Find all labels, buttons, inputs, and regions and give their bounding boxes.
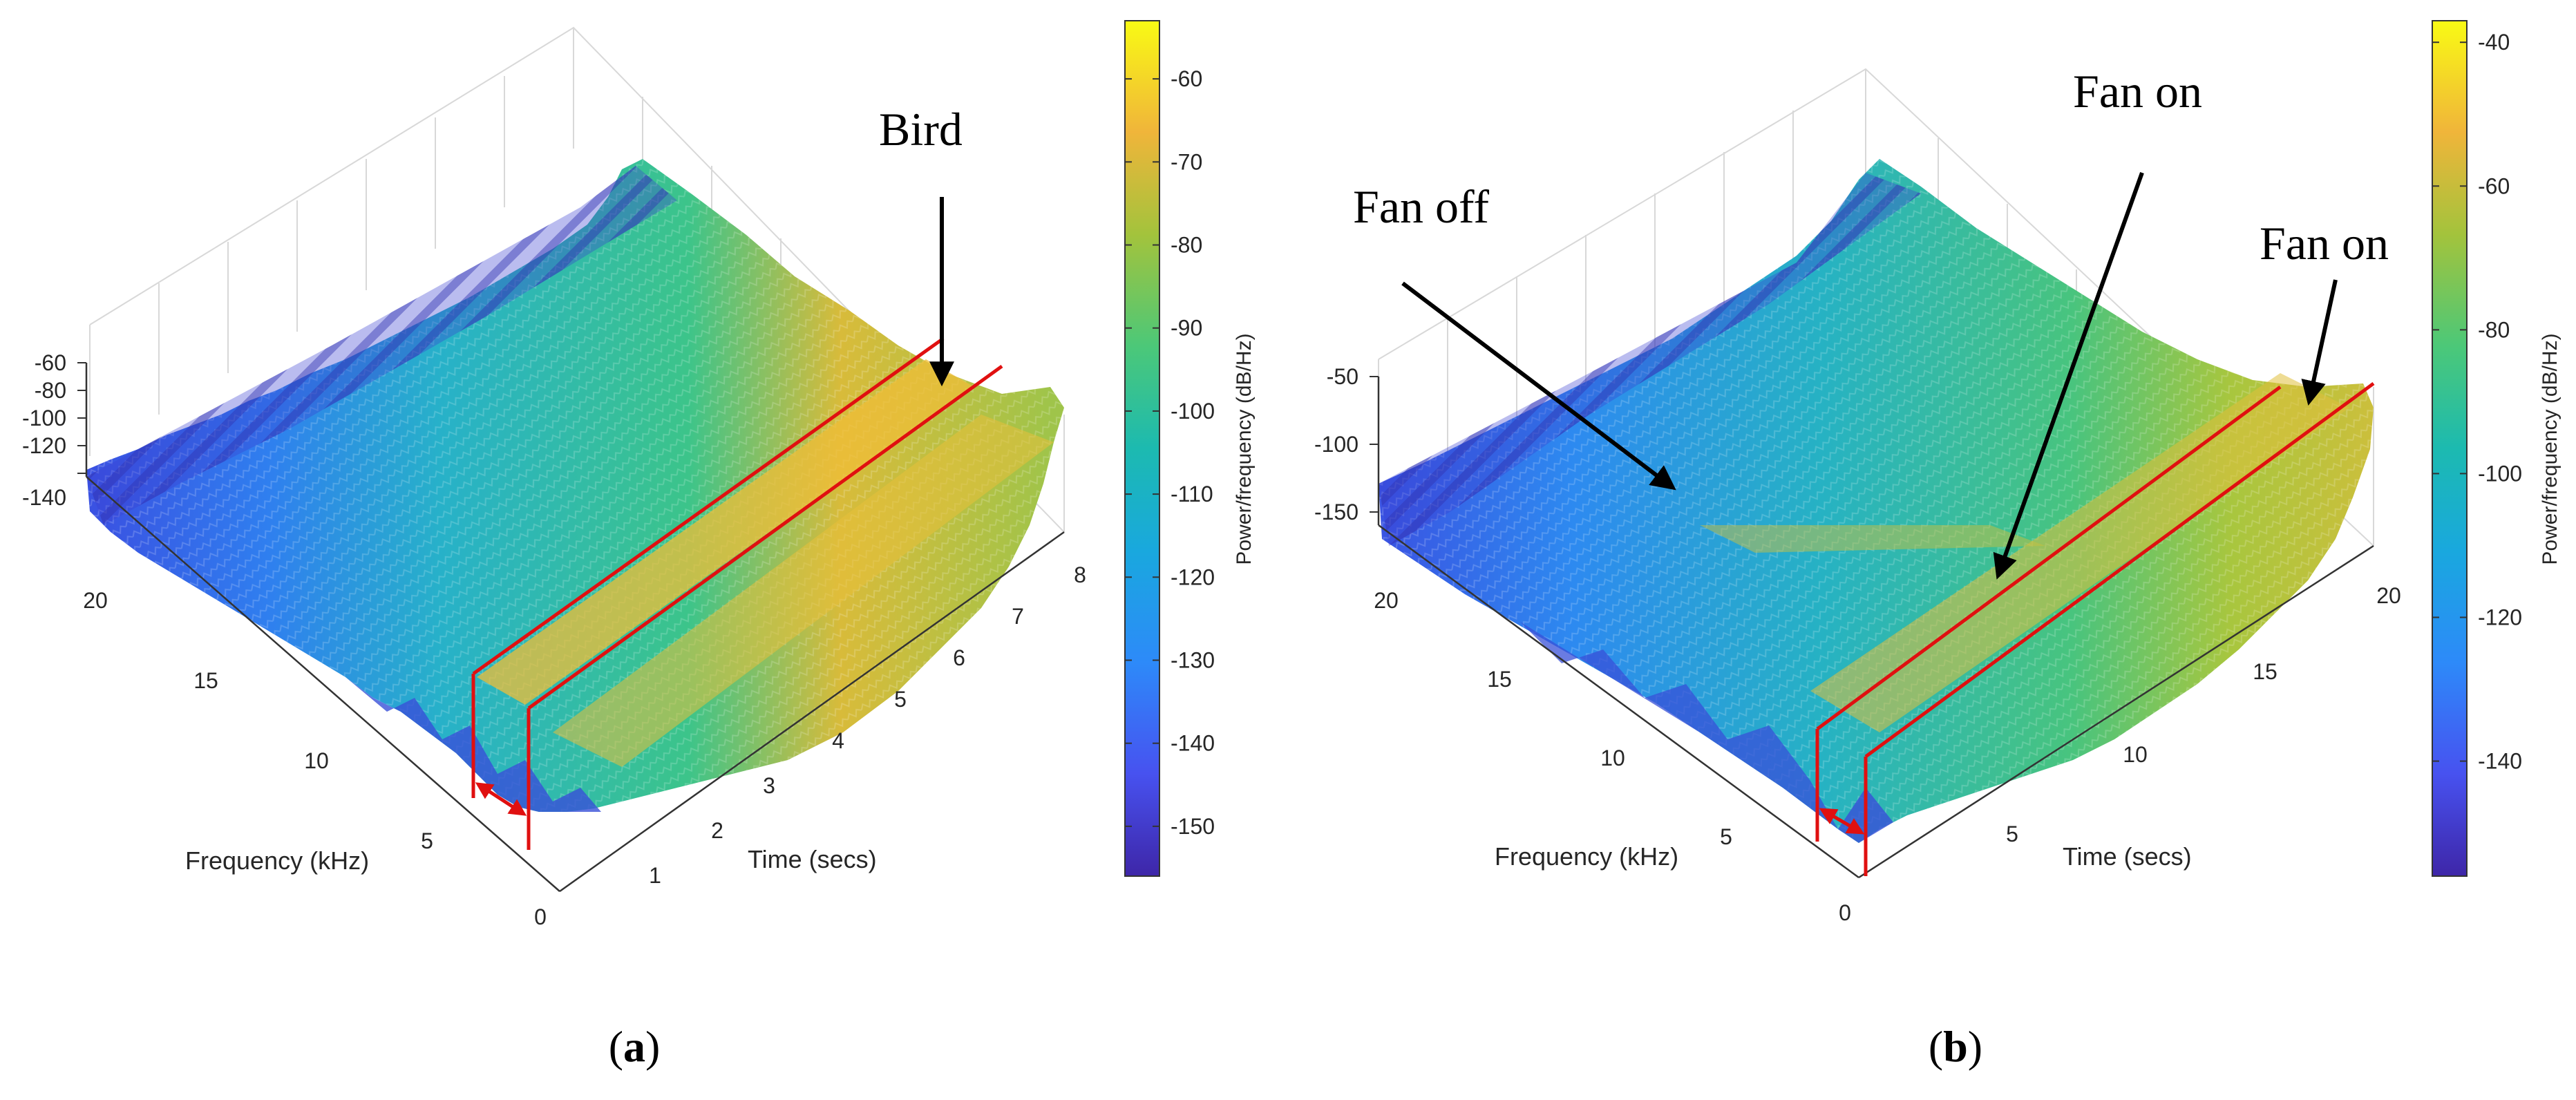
panel-a-colorbar-tick-label: -110 <box>1171 482 1213 506</box>
panel-a-colorbar-tick-label: -130 <box>1171 647 1215 672</box>
panel-a-colorbar-tick-label: -80 <box>1171 233 1202 258</box>
panel-a-bird-band <box>477 359 974 705</box>
panel-a-frequency-label: Frequency (kHz) <box>185 846 369 875</box>
panel-b-time-tick: 0 <box>1839 900 1851 925</box>
panel-a-time-tick: 5 <box>894 687 907 712</box>
panel-a-colorbar <box>1124 20 1160 877</box>
panel-a-tick-marks <box>77 362 86 474</box>
panel-b-fan-on-arrow-2 <box>2301 279 2338 406</box>
panel-b-fan-on-annotation-2: Fan on <box>2260 217 2389 269</box>
panel-a-colorbar-tick-label: -150 <box>1171 814 1215 839</box>
panel-b-colorbar <box>2432 20 2468 877</box>
panel-a-freq-tick: 20 <box>83 588 108 613</box>
panel-a-time-label: Time (secs) <box>748 845 877 873</box>
panel-a-highlight <box>471 336 1003 850</box>
panel-b-axes <box>1377 377 2374 879</box>
panel-a-low-power-region <box>86 166 677 525</box>
panel-a-z-tick: -100 <box>22 406 66 430</box>
panel-b-time-label: Time (secs) <box>2063 842 2192 871</box>
panel-a-time-tick: 4 <box>832 728 844 753</box>
panel-b-colorbar-tick-label: -120 <box>2478 605 2522 629</box>
panel-b-time-tick: 5 <box>2006 822 2018 846</box>
panel-b-fan-on-annotation: Fan on <box>2073 65 2202 117</box>
panel-a-time-tick: 2 <box>711 818 723 843</box>
panel-a-colorbar-tick-label: -70 <box>1171 149 1202 174</box>
panel-a-time-tick: 7 <box>1012 604 1024 629</box>
panel-a-freq-tick: 10 <box>304 748 329 773</box>
panel-b-colorbar-tick-label: -140 <box>2478 749 2522 774</box>
panel-a-colorbar-tick-label: -140 <box>1171 731 1215 756</box>
panel-b-z-tick: -50 <box>1327 364 1358 389</box>
panel-b-freq-tick: 20 <box>1374 588 1399 613</box>
panel-a-time-tick: 0 <box>534 904 547 929</box>
panel-a-colorbar-ticks: -60 -70 -80 -90 -100 -110 -120 -130 -140 -150 <box>1125 66 1215 839</box>
panel-a-z-tick: -80 <box>35 378 66 403</box>
panel-b-freq-tick: 10 <box>1600 746 1625 770</box>
panel-a-bird-annotation: Bird <box>879 103 963 155</box>
panel-a-colorbar-tick-label: -90 <box>1171 316 1202 341</box>
panel-b-z-tick: -100 <box>1314 432 1358 457</box>
panel-a-z-tick: -140 <box>22 485 66 510</box>
panel-a-axes <box>85 363 1065 893</box>
panel-b-low-power-region <box>1379 173 1921 546</box>
panel-b-freq-tick: 15 <box>1487 667 1512 692</box>
panel-b-time-tick: 20 <box>2376 583 2401 608</box>
panel-b-colorbar-tick-label: -40 <box>2478 30 2510 55</box>
panel-a-colorbar-tick-label: -120 <box>1171 565 1215 589</box>
caption-b-letter: b <box>1943 1022 1968 1071</box>
panel-b-tick-marks <box>1370 376 1379 513</box>
panel-a-time-tick: 3 <box>763 773 775 798</box>
panel-b-colorbar-label: Power/frequency (dB/Hz) <box>2539 333 2561 565</box>
panel-b-z-tick: -150 <box>1314 500 1358 524</box>
panel-b-fan-off-arrow <box>1401 281 1676 491</box>
panel-a-colorbar-label: Power/frequency (dB/Hz) <box>1233 333 1256 565</box>
caption-a: (a) <box>608 1022 661 1071</box>
panel-b-frequency-label: Frequency (kHz) <box>1495 842 1678 871</box>
panel-b-freq-tick: 5 <box>1720 824 1732 849</box>
panel-a-colorbar-tick-label: -60 <box>1171 66 1202 91</box>
panel-b-fan-on-arrow <box>1993 171 2144 580</box>
panel-b-colorbar-ticks: -40 -60 -80 -100 -120 -140 <box>2432 30 2522 774</box>
panel-b-highlight <box>1815 381 2375 876</box>
panel-b-fan-off-annotation: Fan off <box>1353 180 1489 233</box>
panel-b-time-tick: 15 <box>2253 659 2277 684</box>
panel-a: -60 -80 -100 -120 -140 20 15 10 5 0 1 2 … <box>22 20 1256 929</box>
panel-b-colorbar-tick-label: -100 <box>2478 461 2522 486</box>
panel-a-time-tick: 8 <box>1074 562 1086 587</box>
panel-a-z-tick: -60 <box>35 350 66 375</box>
panel-a-colorbar-tick-label: -100 <box>1171 399 1215 424</box>
panel-a-freq-tick: 15 <box>193 668 218 693</box>
panel-b: -50 -100 -150 20 15 10 5 0 5 10 15 20 Fr… <box>1314 20 2561 925</box>
panel-a-z-tick: -120 <box>22 433 66 458</box>
caption-a-letter: a <box>623 1022 645 1071</box>
panel-a-freq-tick: 5 <box>421 828 433 853</box>
panel-b-colorbar-tick-label: -60 <box>2478 173 2510 198</box>
caption-b: (b) <box>1928 1022 1983 1071</box>
panel-a-time-tick: 6 <box>953 645 965 670</box>
panel-a-time-tick: 1 <box>649 863 661 888</box>
panel-b-colorbar-tick-label: -80 <box>2478 317 2510 342</box>
panel-b-time-tick: 10 <box>2123 742 2148 767</box>
panel-b-fan-ridge <box>1810 373 2349 732</box>
